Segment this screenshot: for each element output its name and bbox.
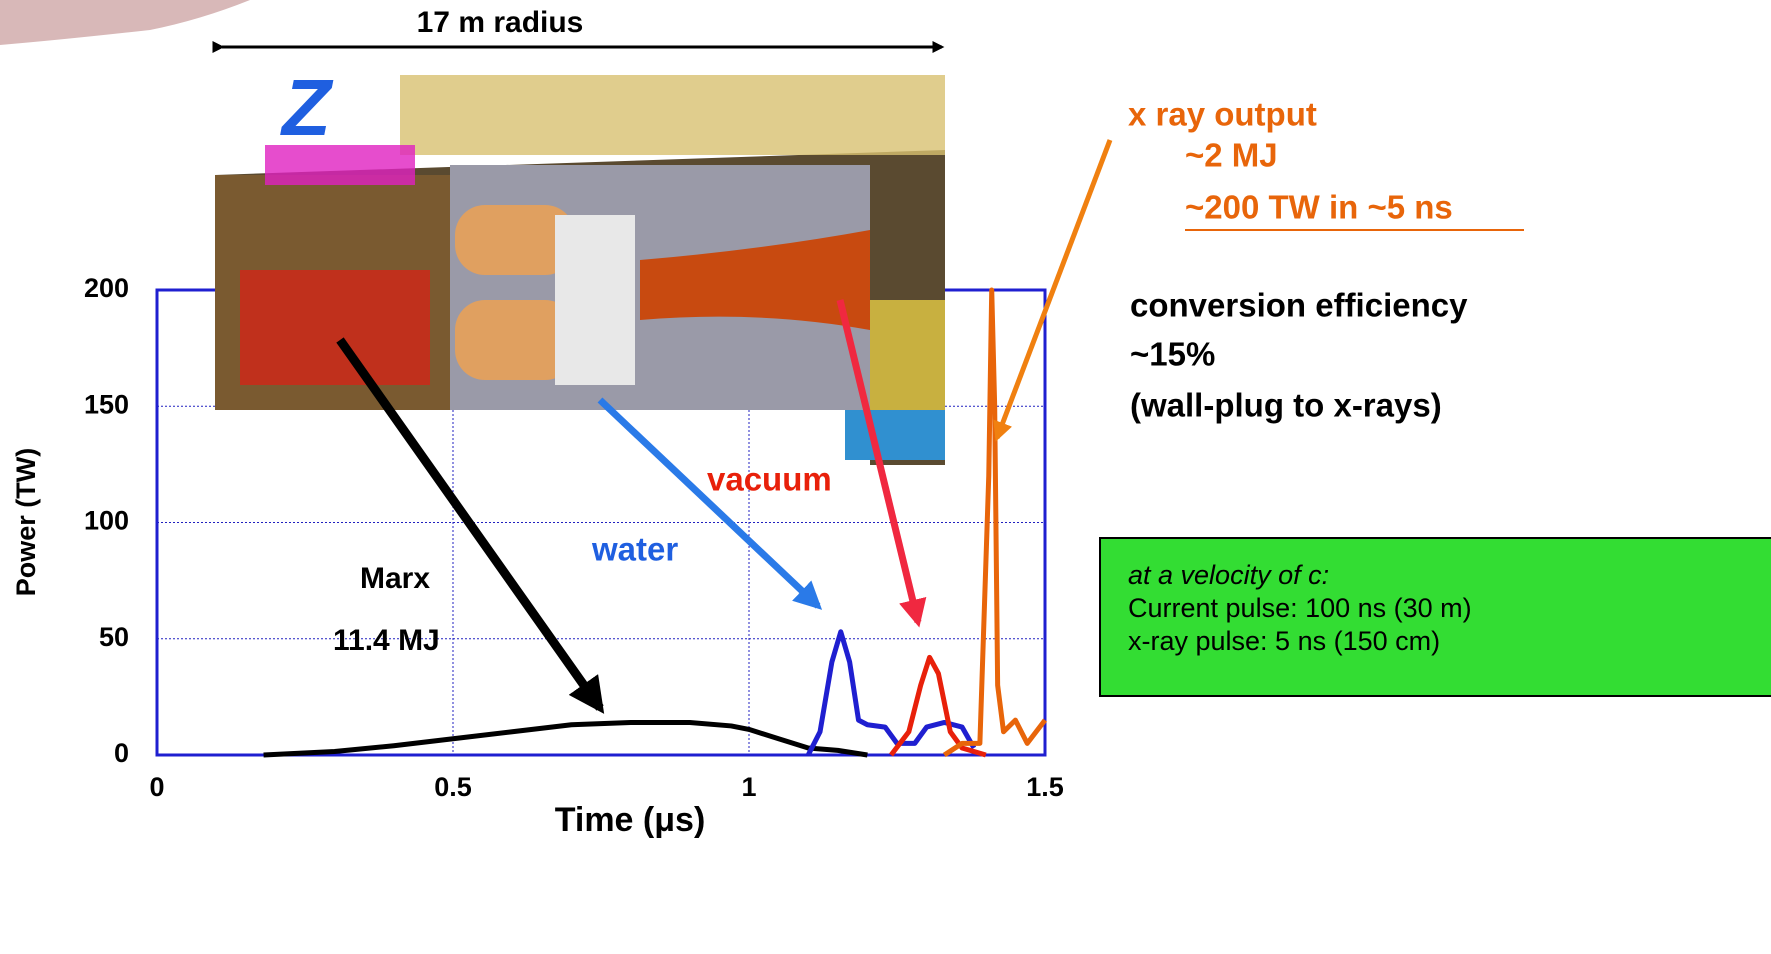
- x-tick-label: 0.5: [434, 772, 472, 802]
- note-line: Current pulse: 100 ns (30 m): [1128, 593, 1472, 623]
- y-tick-label: 150: [84, 389, 129, 419]
- annotation: ~2 MJ: [1185, 137, 1278, 174]
- series-label: water: [591, 531, 678, 568]
- y-tick-label: 200: [84, 273, 129, 303]
- series-line: [808, 632, 974, 755]
- annotation: 11.4 MJ: [333, 624, 440, 657]
- y-tick-label: 50: [99, 622, 129, 652]
- y-tick-label: 0: [114, 738, 129, 768]
- annotation: 17 m radius: [417, 6, 584, 39]
- x-tick-label: 1.5: [1026, 772, 1064, 802]
- water-arrow: [600, 400, 818, 606]
- series-line: [264, 722, 868, 755]
- x-tick-label: 1: [741, 772, 756, 802]
- annotation: Z: [280, 63, 334, 152]
- x-tick-label: 0: [149, 772, 164, 802]
- note-line: at a velocity of c:: [1128, 560, 1329, 590]
- series-label: vacuum: [707, 461, 832, 498]
- y-axis-label: Power (TW): [11, 448, 41, 597]
- page: {"chart_data": {"type": "line", "x_label…: [0, 0, 1771, 954]
- note-line: x-ray pulse: 5 ns (150 cm): [1128, 626, 1440, 656]
- annotation: ~200 TW in ~5 ns: [1185, 189, 1453, 226]
- annotation: ~15%: [1130, 336, 1215, 373]
- annotation: (wall-plug to x-rays): [1130, 387, 1442, 424]
- y-tick-label: 100: [84, 506, 129, 536]
- series-label: x ray output: [1128, 96, 1317, 133]
- annotation: conversion efficiency: [1130, 287, 1468, 324]
- slide: 0 50 100 150 200 0 0.5 1 1.5 Time (μs) Power (TW) M…: [0, 0, 1771, 954]
- series-label: Marx: [360, 562, 430, 595]
- logo: [0, 0, 250, 45]
- x-axis-label: Time (μs): [555, 801, 706, 839]
